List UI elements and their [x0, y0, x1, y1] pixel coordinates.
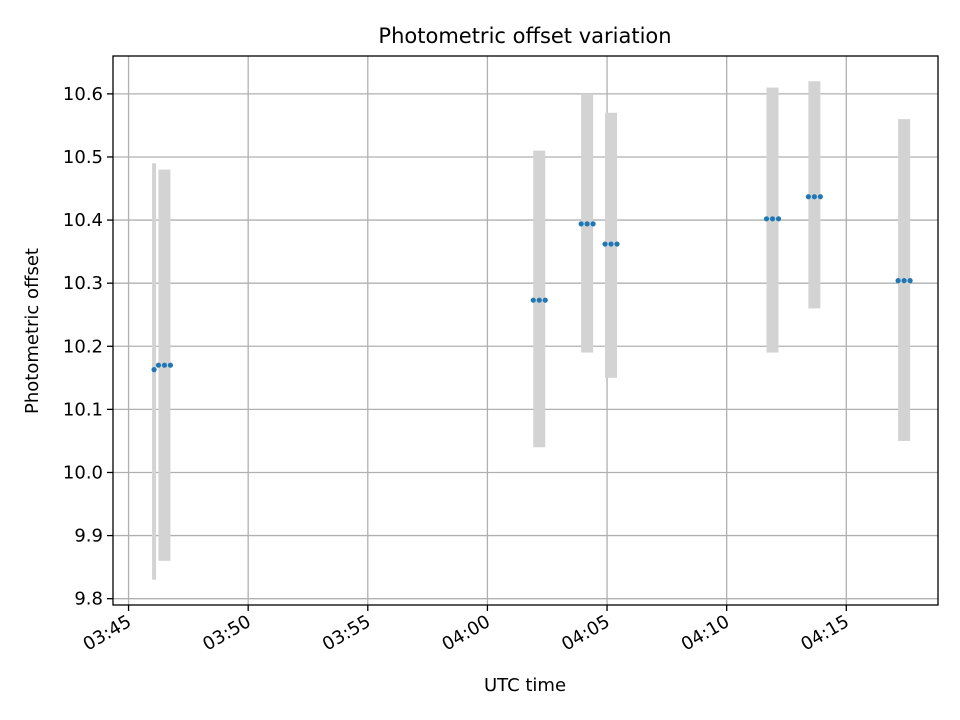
- y-axis-label: Photometric offset: [22, 248, 43, 414]
- data-point: [901, 278, 907, 284]
- y-tick-label: 10.6: [63, 84, 103, 105]
- data-point: [614, 241, 620, 247]
- data-point: [155, 362, 162, 368]
- data-point: [775, 216, 782, 222]
- chart-title: Photometric offset variation: [378, 24, 671, 48]
- data-point: [907, 278, 913, 284]
- data-point: [584, 221, 590, 227]
- y-tick-label: 10.3: [63, 273, 103, 294]
- data-point: [602, 241, 608, 247]
- data-point: [763, 216, 770, 222]
- y-tick-label: 9.8: [74, 589, 103, 610]
- data-point: [811, 194, 817, 200]
- data-point: [817, 194, 823, 200]
- y-axis-ticks: 9.8 9.9 10.0 10.1 10.2 10.3 10.4 10.5 10.6: [63, 84, 113, 610]
- data-point: [151, 367, 157, 373]
- y-tick-label: 10.1: [63, 399, 103, 420]
- data-point: [167, 362, 174, 368]
- data-points: [151, 194, 913, 373]
- data-point: [530, 297, 536, 303]
- x-axis-label: UTC time: [484, 675, 566, 696]
- y-tick-label: 10.4: [63, 210, 103, 231]
- y-tick-label: 10.2: [63, 336, 103, 357]
- data-point: [608, 241, 614, 247]
- y-tick-label: 10.0: [63, 462, 103, 483]
- data-point: [542, 297, 548, 303]
- data-point: [536, 297, 542, 303]
- data-point: [161, 362, 168, 368]
- data-point: [590, 221, 596, 227]
- grid: [113, 56, 938, 605]
- data-point: [805, 194, 812, 200]
- y-tick-label: 10.5: [63, 147, 103, 168]
- y-tick-label: 9.9: [74, 526, 103, 547]
- data-point: [769, 216, 776, 222]
- data-point: [578, 221, 584, 227]
- data-point: [895, 278, 901, 284]
- plot-frame: [112, 55, 939, 606]
